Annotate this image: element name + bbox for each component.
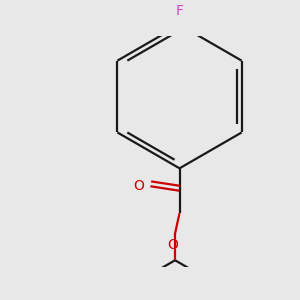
Text: F: F	[176, 4, 184, 18]
Text: O: O	[133, 179, 144, 193]
Text: O: O	[167, 238, 178, 252]
